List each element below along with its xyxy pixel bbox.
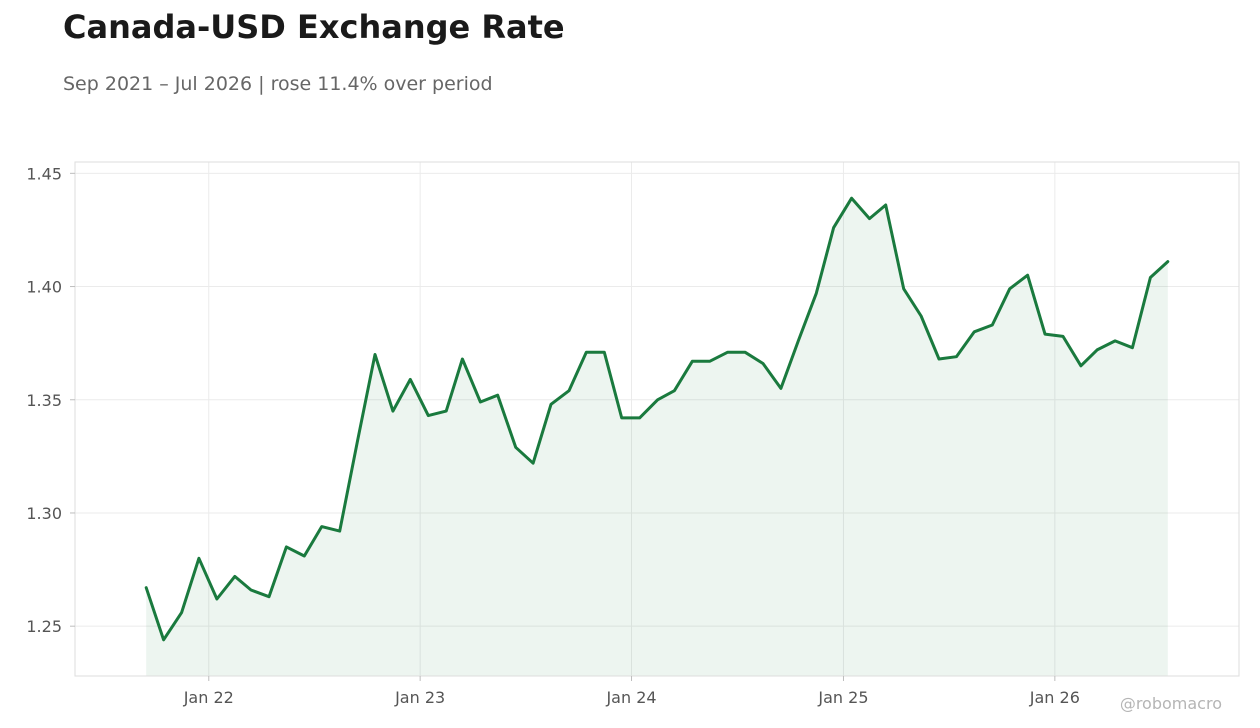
y-tick-label: 1.45 bbox=[26, 164, 62, 183]
x-tick-label: Jan 24 bbox=[605, 688, 656, 707]
y-tick-label: 1.40 bbox=[26, 278, 62, 297]
chart-title: Canada-USD Exchange Rate bbox=[63, 8, 565, 46]
watermark: @robomacro bbox=[1119, 694, 1222, 713]
area-fill bbox=[146, 198, 1168, 676]
chart-subtitle: Sep 2021 – Jul 2026 | rose 11.4% over pe… bbox=[63, 73, 493, 95]
y-tick-label: 1.35 bbox=[26, 391, 62, 410]
plot-frame bbox=[74, 161, 1240, 677]
grid-lines bbox=[75, 162, 1239, 676]
y-tick-label: 1.30 bbox=[26, 504, 62, 523]
y-axis: 1.25 1.30 1.35 1.40 1.45 bbox=[26, 164, 75, 636]
x-tick-label: Jan 22 bbox=[183, 688, 234, 707]
series-line bbox=[144, 196, 1170, 642]
x-axis: Jan 22 Jan 23 Jan 24 Jan 25 Jan 26 bbox=[183, 676, 1080, 707]
y-tick-label: 1.25 bbox=[26, 617, 62, 636]
x-tick-label: Jan 26 bbox=[1029, 688, 1080, 707]
x-tick-label: Jan 25 bbox=[817, 688, 868, 707]
x-tick-label: Jan 23 bbox=[394, 688, 445, 707]
